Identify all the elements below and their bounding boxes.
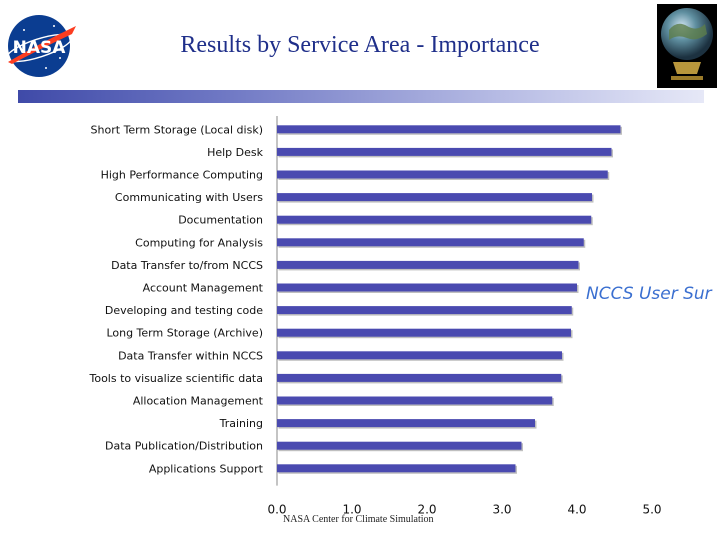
category-label-15: Applications Support	[149, 462, 264, 475]
bar-4	[277, 215, 592, 224]
bar-6	[277, 260, 579, 269]
category-label-14: Data Publication/Distribution	[105, 440, 263, 453]
page-title: Results by Service Area - Importance	[180, 32, 540, 58]
nasa-logo-text: NASA	[13, 38, 67, 58]
category-label-10: Data Transfer within NCCS	[118, 349, 263, 362]
bar-13	[277, 419, 535, 428]
category-label-8: Developing and testing code	[105, 304, 263, 317]
nasa-logo-icon: NASA	[5, 15, 76, 77]
survey-watermark: NCCS User Sur	[586, 284, 712, 304]
x-tick-label-5: 5.0	[642, 503, 661, 517]
category-label-6: Data Transfer to/from NCCS	[111, 259, 263, 272]
x-tick-label-3: 3.0	[492, 503, 511, 517]
category-label-1: Help Desk	[207, 146, 264, 159]
title-divider	[18, 90, 704, 103]
category-label-0: Short Term Storage (Local disk)	[91, 123, 263, 136]
bar-15	[277, 464, 516, 473]
x-tick-label-0: 0.0	[267, 503, 286, 517]
bar-3	[277, 193, 592, 202]
category-label-9: Long Term Storage (Archive)	[106, 327, 263, 340]
importance-bar-chart: Short Term Storage (Local disk) Help Desk…	[89, 116, 662, 517]
bar-14	[277, 441, 522, 450]
category-label-5: Computing for Analysis	[135, 236, 263, 249]
bar-1	[277, 147, 612, 156]
category-label-7: Account Management	[143, 282, 264, 295]
bar-7	[277, 283, 577, 292]
category-label-13: Training	[219, 417, 263, 430]
category-label-11: Tools to visualize scientific data	[89, 372, 264, 385]
category-label-2: High Performance Computing	[101, 169, 263, 182]
x-tick-label-1: 1.0	[342, 503, 361, 517]
bar-12	[277, 396, 553, 405]
category-label-4: Documentation	[178, 214, 263, 227]
bar-10	[277, 351, 562, 360]
bar-5	[277, 238, 584, 247]
x-tick-label-4: 4.0	[567, 503, 586, 517]
category-label-3: Communicating with Users	[115, 191, 263, 204]
nccs-emblem-icon	[657, 4, 717, 88]
bar-9	[277, 328, 571, 337]
category-label-12: Allocation Management	[133, 395, 264, 408]
bar-0	[277, 125, 621, 134]
bar-2	[277, 170, 608, 179]
bar-11	[277, 373, 562, 382]
footer-text: NASA Center for Climate Simulation	[283, 514, 434, 525]
x-tick-label-2: 2.0	[417, 503, 436, 517]
bar-8	[277, 306, 572, 315]
